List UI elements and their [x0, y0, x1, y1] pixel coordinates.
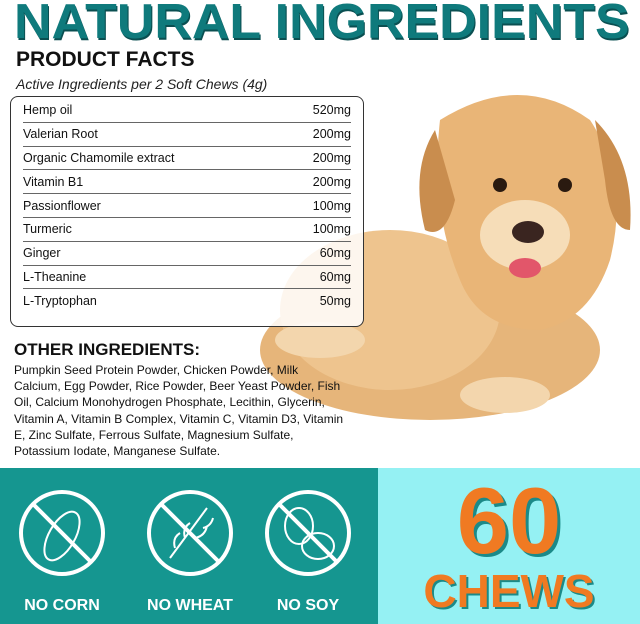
badge-label: NO SOY	[276, 597, 340, 614]
ingredient-name: L-Tryptophan	[23, 294, 97, 309]
ingredient-name: Hemp oil	[23, 103, 73, 118]
ingredient-amount: 200mg	[312, 150, 351, 165]
ingredient-amount: 50mg	[319, 294, 351, 309]
badge-no-wheat: NO WHEAT	[145, 488, 235, 615]
ingredient-name: L-Theanine	[23, 269, 87, 284]
other-ingredients-heading: OTHER INGREDIENTS:	[14, 340, 201, 359]
ingredient-amount: 60mg	[319, 246, 351, 261]
chew-count-unit: CHEWS	[423, 565, 595, 617]
ingredient-amount: 60mg	[319, 269, 351, 284]
serving-subtitle: Active Ingredients per 2 Soft Chews (4g)	[16, 76, 268, 92]
free-from-band: NO CORN NO WHEAT NO SOY	[0, 468, 378, 624]
no-corn-icon	[19, 490, 105, 576]
chew-count: 60	[456, 468, 562, 573]
chew-count-panel: 60 CHEWS	[378, 468, 640, 624]
ingredient-amount: 100mg	[312, 198, 351, 213]
ingredient-row: Passionflower 100mg	[23, 194, 351, 218]
page-title: NATURAL INGREDIENTS	[14, 0, 630, 49]
other-ingredients-text: Pumpkin Seed Protein Powder, Chicken Pow…	[14, 363, 344, 459]
badge-no-corn: NO CORN	[17, 488, 107, 615]
ingredient-amount: 200mg	[312, 174, 351, 189]
ingredient-name: Passionflower	[23, 198, 101, 213]
ingredient-row: Hemp oil 520mg	[23, 99, 351, 123]
ingredient-amount: 520mg	[312, 103, 351, 118]
ingredient-name: Vitamin B1	[23, 174, 84, 189]
ingredient-row: Valerian Root 200mg	[23, 123, 351, 147]
ingredient-row: L-Tryptophan 50mg	[23, 289, 351, 313]
ingredient-name: Valerian Root	[23, 127, 98, 142]
ingredient-row: Ginger 60mg	[23, 242, 351, 266]
no-wheat-icon	[147, 490, 233, 576]
ingredient-row: Vitamin B1 200mg	[23, 170, 351, 195]
badge-no-soy: NO SOY	[263, 488, 353, 615]
product-facts-heading: PRODUCT FACTS	[16, 48, 195, 71]
badge-label: NO WHEAT	[147, 597, 233, 614]
ingredient-name: Turmeric	[23, 222, 72, 237]
ingredient-amount: 200mg	[312, 127, 351, 142]
ingredient-row: L-Theanine 60mg	[23, 266, 351, 290]
ingredient-amount: 100mg	[312, 222, 351, 237]
ingredient-name: Organic Chamomile extract	[23, 150, 175, 165]
ingredient-row: Turmeric 100mg	[23, 218, 351, 242]
ingredient-name: Ginger	[23, 246, 61, 261]
product-facts-table: Hemp oil 520mg Valerian Root 200mg Organic C…	[10, 96, 364, 327]
badge-label: NO CORN	[24, 597, 100, 614]
no-soy-icon	[265, 490, 351, 576]
ingredient-row: Organic Chamomile extract 200mg	[23, 147, 351, 171]
